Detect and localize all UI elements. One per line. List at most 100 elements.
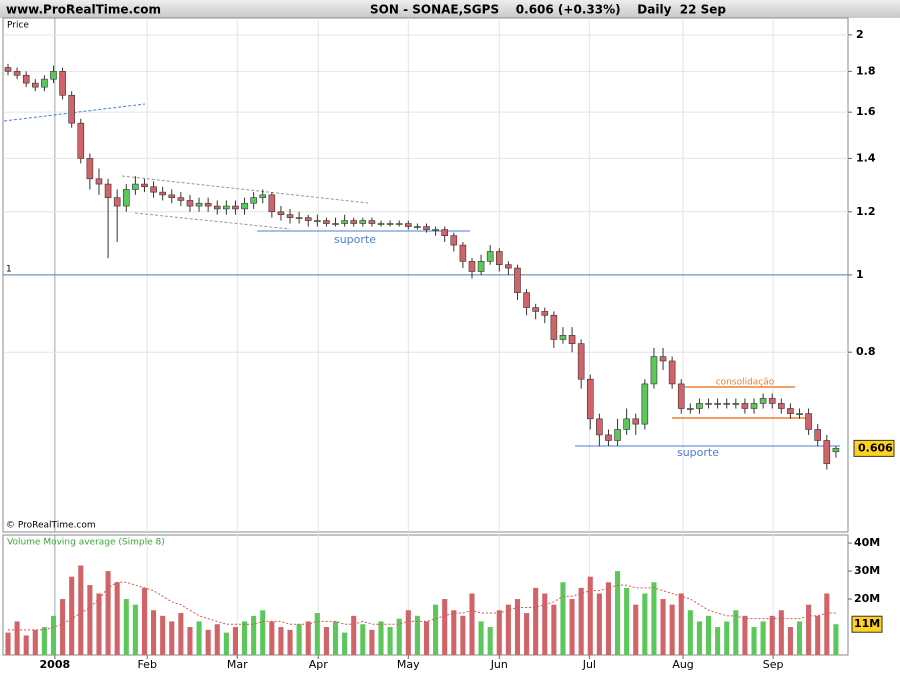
candle-body [823,440,831,464]
volume-bar [469,593,475,655]
candle-body [95,178,103,185]
y-tick-label: 40M [854,536,880,549]
annotation: suporte [334,233,376,246]
candle-body [778,403,785,409]
volume-bar [14,621,20,655]
candle-body [77,122,85,159]
volume-bar [478,621,484,655]
volume-bar [169,621,175,655]
volume-bar [624,587,630,655]
y-tick-label: 1 [856,268,864,281]
volume-bar [187,627,193,655]
volume-bar [332,621,339,655]
x-tick-label: May [397,658,420,671]
volume-bar [205,629,211,655]
volume-bar [615,571,621,655]
candle-body [414,226,421,228]
candle-body [814,429,822,441]
volume-bar [5,632,11,655]
volume-bar [41,627,47,655]
channel-line [121,175,369,204]
y-tick-label: 1.2 [856,205,876,218]
volume-bar [223,632,229,655]
annotation: consolidação [716,378,775,388]
candle-body [223,205,230,210]
candle-body [150,186,157,193]
candle-body [650,356,658,385]
volume-bar [596,593,602,655]
candle-body [559,335,567,340]
volume-bar [260,610,266,655]
y-tick-label: 1.6 [856,105,876,118]
candle-body [377,223,385,225]
volume-bar [605,582,612,655]
volume-bar [651,582,657,655]
candle-body [168,194,176,198]
candle-body [213,205,221,210]
candle-body [677,383,685,409]
candle-body [68,94,75,124]
candle-body [805,413,812,430]
volume-bar [669,604,675,655]
x-tick-label: Jun [490,658,508,671]
volume-bar [114,582,120,655]
volume-bar [369,629,375,655]
volume-bar [524,613,530,655]
candle-body [323,220,330,224]
candle-body [832,448,840,453]
candle-body [495,251,503,265]
volume-bar [314,613,320,655]
x-tick-label: Aug [672,658,693,671]
volume-title: Volume Moving average (Simple 8) [7,538,165,548]
volume-bar [587,576,593,655]
volume-bar [560,582,566,655]
candle-body [659,356,667,362]
volume-bar [269,621,275,655]
volume-bar [760,621,766,655]
x-tick-label: Sep [763,658,784,671]
volume-bar [323,627,329,655]
candle-body [259,194,267,198]
volume-bar [715,627,721,655]
candle-body [295,217,303,219]
volume-bar [151,610,157,655]
candle-body [705,403,712,405]
y-tick-label: 0.8 [856,345,876,358]
candle-body [486,251,494,262]
volume-bar [87,585,93,655]
candle-body [723,403,731,405]
volume-bar [287,629,293,655]
candle-body [632,418,640,425]
last-volume-label: 11M [854,617,880,630]
candle-body [596,418,603,436]
volume-bar [569,599,575,655]
candle-body [405,223,412,227]
candle-body [268,194,276,213]
volume-bar [50,615,57,655]
volume-bar [105,571,111,655]
volume-bar [132,604,138,655]
candle-body [132,183,139,190]
candle-body [13,71,21,76]
channel-line [134,212,291,230]
volume-bar [414,615,420,655]
candle-body [568,335,576,344]
volume-bar [196,621,202,655]
candle-body [532,307,539,312]
volume-bar [396,618,402,655]
volume-bar [796,621,803,655]
candle-body [59,71,66,96]
candle-body [450,235,458,246]
price-label: Price [7,21,29,31]
volume-bar [533,587,539,655]
volume-bar [824,593,830,655]
volume-bar [433,604,439,655]
volume-bar [487,627,493,655]
candle-body [423,226,430,230]
volume-bar [514,599,521,655]
volume-bar [214,624,220,655]
candle-body [441,229,448,236]
candle-body [750,403,758,409]
header-title: SON - SONAE,SGPS 0.606 (+0.33%) Daily 22… [370,3,726,17]
